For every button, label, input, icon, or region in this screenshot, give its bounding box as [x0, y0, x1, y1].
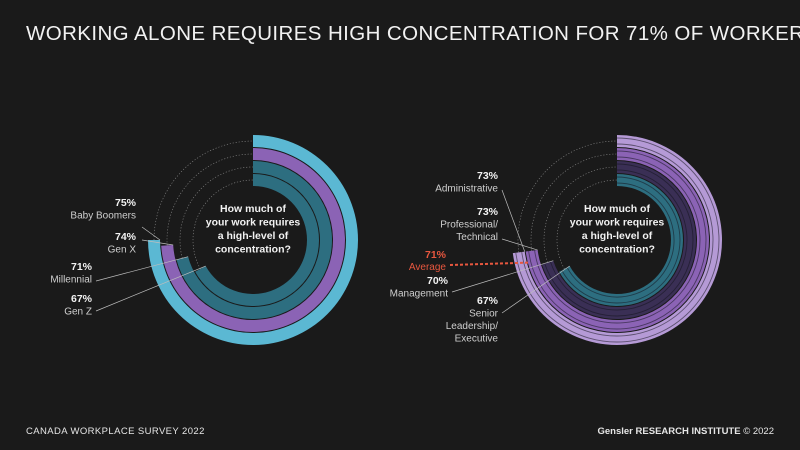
category-label: Senior	[469, 309, 499, 320]
ring-stripe	[549, 169, 688, 311]
leader-line	[141, 226, 161, 241]
average-value-label: 71%	[425, 249, 447, 261]
ring-stripe	[566, 182, 675, 298]
footer-brand: Gensler RESEARCH INSTITUTE © 2022	[598, 426, 775, 437]
category-label: Baby Boomers	[70, 211, 136, 222]
ring-stripe	[528, 150, 707, 330]
center-question-line: concentration?	[215, 244, 291, 256]
value-label: 70%	[427, 275, 449, 287]
average-label: Average	[409, 262, 447, 273]
brand-name: Gensler	[597, 426, 633, 437]
value-label: 75%	[115, 197, 137, 209]
category-label: Management	[390, 289, 449, 300]
category-label: Technical	[456, 232, 498, 243]
leader-line	[451, 260, 554, 293]
brand-copyright: © 2022	[743, 426, 774, 437]
guide-track	[179, 166, 254, 259]
center-question-line: a high-level of	[582, 230, 653, 242]
ring-stripe	[521, 143, 714, 337]
center-question-line: How much of	[220, 203, 286, 215]
category-label: Gen X	[108, 245, 137, 256]
leader-line	[95, 256, 189, 282]
ring-stripe	[544, 163, 694, 317]
center-question-line: concentration?	[579, 244, 655, 256]
leader-line	[141, 239, 174, 246]
category-label: Administrative	[435, 184, 498, 195]
ring-stripe	[561, 176, 681, 304]
value-label: 74%	[115, 231, 137, 243]
center-question-line: How much of	[584, 203, 650, 215]
guide-track	[543, 166, 618, 263]
leader-line	[501, 189, 526, 252]
category-label: Executive	[455, 334, 499, 345]
chart-title: WORKING ALONE REQUIRES HIGH CONCENTRATIO…	[26, 22, 800, 45]
guide-track	[517, 140, 618, 253]
value-label: 73%	[477, 206, 499, 218]
leader-line	[95, 265, 206, 312]
center-question-line: a high-level of	[218, 230, 289, 242]
category-label: Millennial	[50, 275, 92, 286]
category-label: Gen Z	[64, 307, 92, 318]
guide-track	[530, 153, 618, 251]
category-label: Leadership/	[446, 321, 498, 332]
leader-line	[501, 238, 538, 251]
center-question-line: your work requires	[570, 217, 665, 229]
value-label: 71%	[71, 261, 93, 273]
center-question-line: your work requires	[206, 217, 301, 229]
value-label: 67%	[477, 295, 499, 307]
leader-line	[501, 265, 570, 314]
average-line	[449, 261, 529, 266]
footer-source: CANADA WORKPLACE SURVEY 2022	[26, 426, 205, 437]
ring-stripe	[534, 156, 701, 324]
brand-institute: RESEARCH INSTITUTE	[635, 426, 741, 437]
value-label: 73%	[477, 170, 499, 182]
value-label: 67%	[71, 293, 93, 305]
guide-track	[166, 153, 254, 246]
ring-stripe	[515, 137, 720, 343]
category-label: Professional/	[440, 220, 498, 231]
